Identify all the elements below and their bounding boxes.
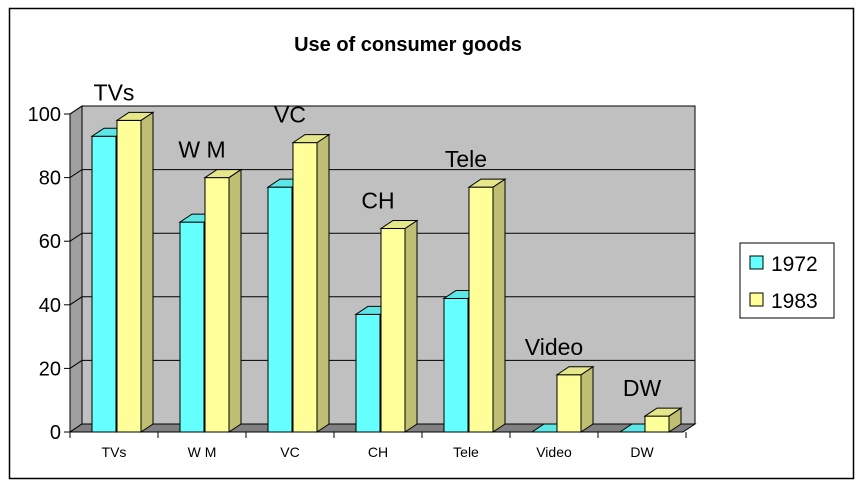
bar-1983-w-m	[203, 168, 243, 433]
x-axis-labels: TVs W M VC CH Tele Video DW	[69, 431, 687, 460]
x-tick-label: CH	[368, 444, 388, 460]
plot-side-wall	[69, 105, 83, 433]
bar-annotation: TVs	[94, 79, 135, 105]
x-tick-label: VC	[280, 444, 299, 460]
y-tick-label: 20	[39, 358, 61, 380]
gridline	[69, 169, 695, 179]
legend-swatch-1972	[749, 255, 764, 270]
bar-top	[203, 169, 243, 179]
bar-annotation: W M	[178, 137, 225, 163]
bar-front	[179, 221, 205, 433]
x-tick-label: TVs	[102, 444, 127, 460]
bar-top	[115, 111, 155, 121]
legend: 1972 1983	[739, 242, 835, 319]
chart-title: Use of consumer goods	[294, 34, 522, 56]
legend-label-1972: 1972	[771, 253, 818, 276]
legend-swatch-1983	[749, 292, 764, 307]
bar-side	[140, 111, 154, 433]
y-tick-label: 40	[39, 295, 61, 317]
bar-top	[291, 134, 331, 144]
bar-front	[443, 297, 469, 433]
bar-side	[404, 219, 418, 433]
y-axis-ticks: 0 20 40 60 80 100	[28, 104, 71, 444]
bar-top	[643, 407, 683, 417]
bar-side	[316, 133, 330, 433]
bar-front	[644, 415, 670, 433]
bar-1983-dw	[643, 407, 683, 433]
bar-front	[468, 186, 494, 433]
bar-front	[267, 186, 293, 433]
bar-1983-vc	[291, 133, 331, 433]
y-tick-label: 100	[28, 104, 61, 126]
bar-1983-tele	[467, 178, 507, 433]
bar-annotation: CH	[361, 187, 394, 213]
bar-side	[228, 168, 242, 433]
bar-1983-tvs	[115, 111, 155, 433]
x-tick-label: DW	[630, 444, 654, 460]
bars	[90, 111, 683, 433]
y-tick-label: 60	[39, 231, 61, 253]
bar-annotation: DW	[623, 375, 662, 401]
legend-label-1983: 1983	[771, 290, 818, 313]
x-tick-label: Tele	[453, 444, 479, 460]
y-tick-label: 0	[50, 422, 61, 444]
x-tick-label: W M	[188, 444, 217, 460]
y-tick-label: 80	[39, 168, 61, 190]
bar-top	[555, 366, 595, 376]
bar-top	[379, 219, 419, 229]
bar-side	[580, 365, 594, 433]
bar-front	[204, 177, 230, 433]
bar-top	[467, 178, 507, 188]
bar-annotation: Video	[525, 334, 583, 360]
bar-front	[556, 374, 582, 433]
bar-annotation: VC	[274, 102, 306, 128]
bar-front	[91, 135, 117, 433]
bar-front	[355, 313, 381, 433]
bar-1983-video	[555, 365, 595, 433]
bar-front	[116, 119, 142, 433]
bar-annotation: Tele	[445, 146, 487, 172]
bar-front	[380, 227, 406, 433]
bar-side	[492, 178, 506, 433]
gridline	[69, 105, 695, 115]
x-tick-label: Video	[536, 444, 572, 460]
bar-annotations: TVs W M VC CH Tele Video DW	[94, 79, 662, 401]
bar-1983-ch	[379, 219, 419, 433]
bar-front	[292, 142, 318, 433]
